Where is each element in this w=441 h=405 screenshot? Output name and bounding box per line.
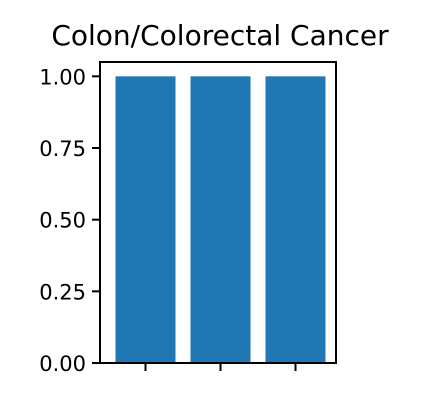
x-axis: [144, 363, 297, 371]
chart-title: Colon/Colorectal Cancer: [51, 19, 389, 52]
y-tick-label-1: 0.25: [39, 280, 86, 304]
bar-1: [115, 76, 176, 363]
y-tick-label-2: 0.50: [39, 209, 86, 233]
y-axis: 0.00 0.25 0.50 0.75 1.00: [39, 65, 100, 376]
plot-frame: [99, 61, 337, 364]
bar-2: [190, 76, 251, 363]
bars-layer: [115, 76, 326, 363]
y-tick-label-4: 1.00: [39, 65, 86, 89]
bar-3: [265, 76, 326, 363]
y-tick-label-3: 0.75: [39, 137, 86, 161]
y-tick-label-0: 0.00: [39, 352, 86, 376]
